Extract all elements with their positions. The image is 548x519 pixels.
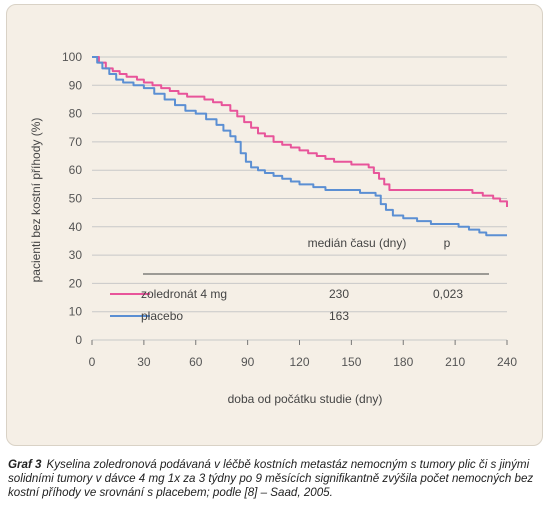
series-line-placebo (92, 56, 507, 237)
series-layer (92, 56, 508, 237)
figure-caption: Graf 3 Kyselina zoledronová podávaná v lé… (8, 458, 542, 500)
x-tick-label: 120 (289, 355, 309, 369)
survival-chart: 0 10 20 30 40 50 60 70 80 90 100 0 30 60 90 120 150 180 2… (29, 50, 517, 406)
y-axis-label: pacienti bez kostní příhody (%) (29, 118, 43, 283)
chart-panel (6, 4, 543, 446)
x-tick-label: 30 (137, 355, 151, 369)
caption-text: Kyselina zoledronová podávaná v léčbě ko… (8, 458, 534, 499)
p-value: 0,023 (433, 287, 463, 301)
y-tick-label: 80 (69, 107, 83, 121)
y-tick-label: 40 (69, 220, 83, 234)
x-tick-label: 0 (89, 355, 96, 369)
y-axis-ticks: 0 10 20 30 40 50 60 70 80 90 100 (62, 50, 82, 347)
y-tick-label: 90 (69, 78, 83, 92)
x-tick-label: 210 (445, 355, 465, 369)
y-tick-label: 50 (69, 192, 83, 206)
y-tick-label: 100 (62, 50, 82, 64)
annotation-header-p: p (444, 236, 451, 250)
x-axis-ticks: 0 30 60 90 120 150 180 210 240 (89, 340, 517, 369)
x-tick-label: 90 (241, 355, 255, 369)
x-tick-label: 60 (189, 355, 203, 369)
median-value: 163 (329, 309, 349, 323)
y-tick-label: 70 (69, 135, 83, 149)
annotation-header-median: medián času (dny) (308, 236, 407, 250)
annotation-table: medián času (dny) p zoledronát 4 mg 230 0,02… (110, 236, 489, 323)
caption-label: Graf 3 (8, 458, 42, 471)
x-tick-label: 240 (497, 355, 517, 369)
legend-label: zoledronát 4 mg (141, 287, 227, 301)
x-tick-label: 180 (393, 355, 413, 369)
median-value: 230 (329, 287, 349, 301)
y-tick-label: 0 (75, 333, 82, 347)
series-line-zoledronate (92, 56, 508, 207)
y-tick-label: 60 (69, 163, 83, 177)
x-axis-label: doba od počátku studie (dny) (228, 392, 383, 406)
y-tick-label: 30 (69, 248, 83, 262)
y-tick-label: 10 (69, 305, 83, 319)
legend-label: placebo (141, 309, 183, 323)
y-tick-label: 20 (69, 276, 83, 290)
x-tick-label: 150 (341, 355, 361, 369)
